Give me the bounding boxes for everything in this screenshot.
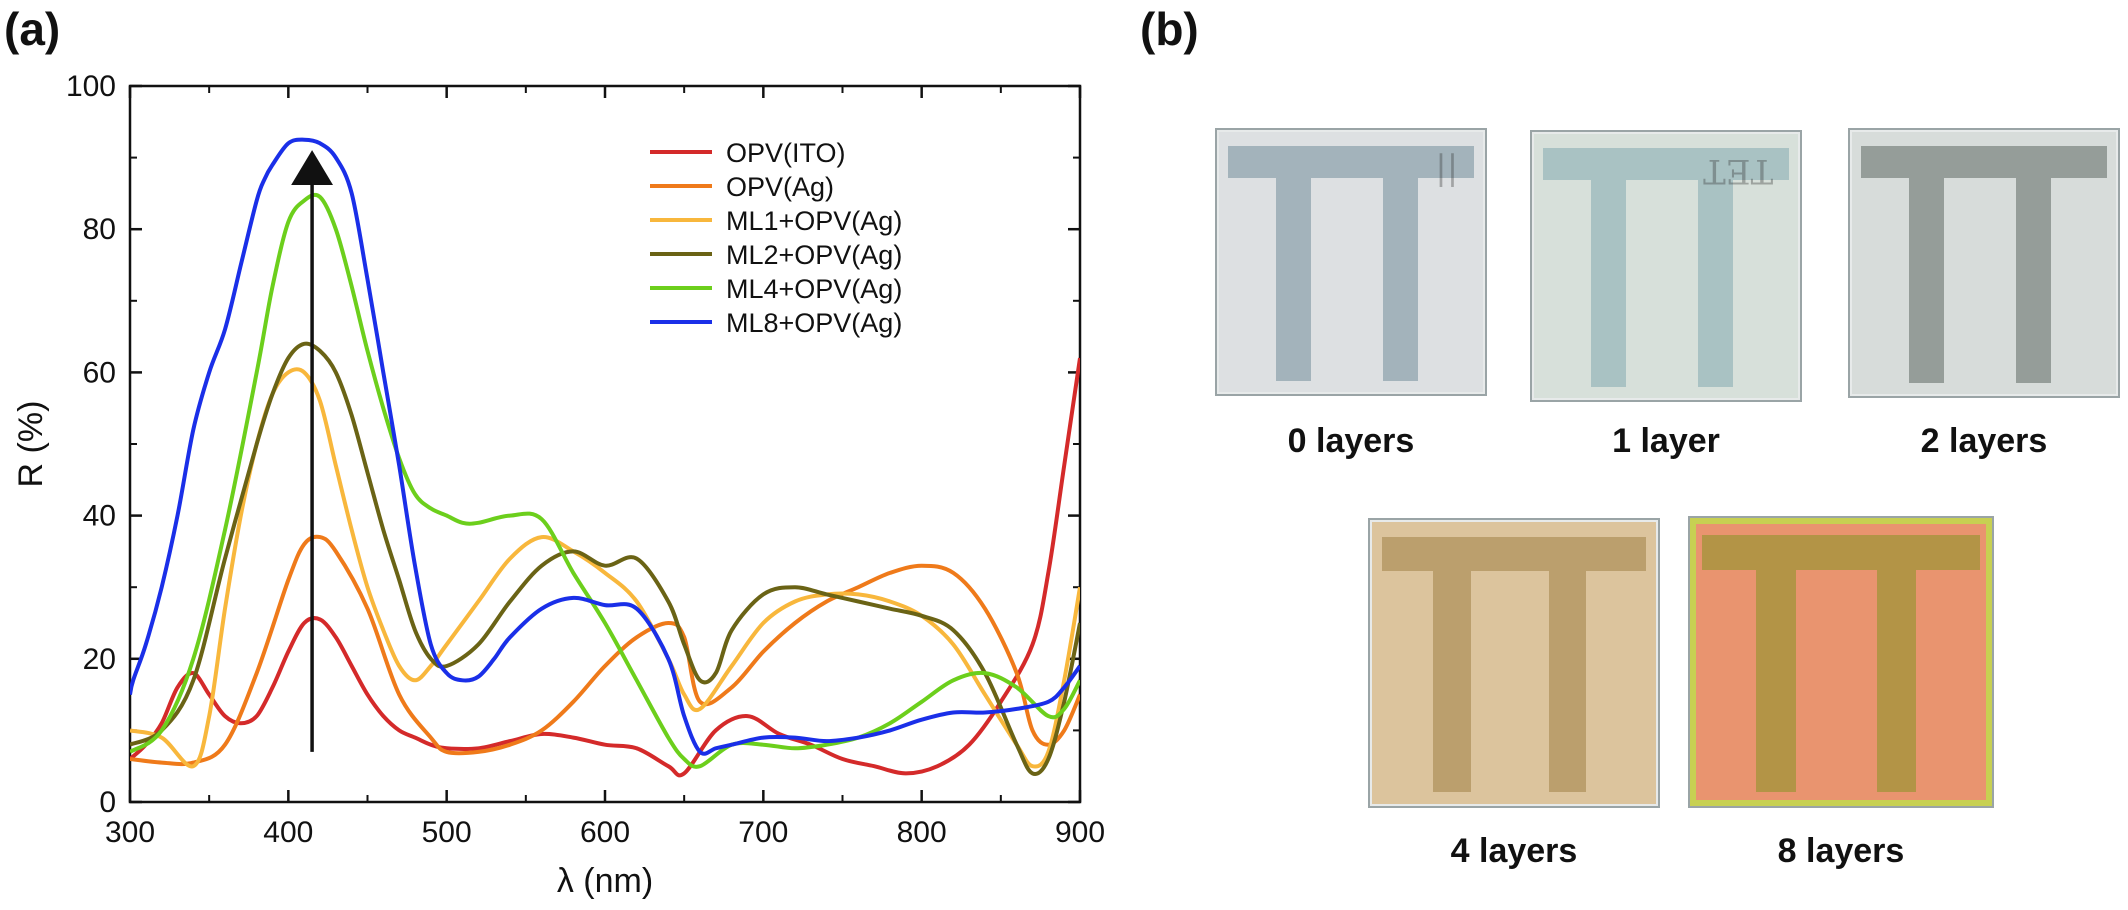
y-tick-label: 20 [83, 643, 116, 676]
legend-label: ML4+OPV(Ag) [726, 274, 902, 304]
electrode-right-bar [1548, 537, 1586, 792]
electrode-right-bar [1383, 145, 1418, 381]
sample-caption-8: 8 layers [1777, 832, 1905, 870]
series-line-4 [130, 192, 1080, 769]
sample-photo-1-layer: TET [1530, 130, 1802, 402]
panel-label-a: (a) [4, 3, 61, 55]
electrode-right-bar [1698, 148, 1733, 387]
electrode-left-bar [1275, 145, 1311, 381]
sample-caption-2: 2 layers [1920, 422, 2048, 460]
x-tick-label: 300 [105, 816, 155, 849]
legend-label: ML8+OPV(Ag) [726, 308, 902, 338]
sample-photo-0-layers: || [1215, 128, 1487, 396]
y-tick-label: 40 [83, 500, 116, 533]
electrode-right-bar [2016, 145, 2051, 383]
x-tick-label: 900 [1055, 816, 1105, 849]
plot-frame [128, 84, 1082, 804]
y-tick-label: 60 [83, 356, 116, 389]
sample-scribble: || [1435, 148, 1459, 189]
x-tick-label: 600 [580, 816, 630, 849]
legend-label: OPV(Ag) [726, 172, 834, 202]
x-tick-label: 800 [897, 816, 947, 849]
legend-label: OPV(ITO) [726, 138, 846, 168]
y-tick-label: 0 [99, 786, 116, 819]
sample-caption-4: 4 layers [1450, 832, 1578, 870]
sample-caption-0: 0 layers [1287, 422, 1415, 460]
electrode-left-bar [1433, 537, 1471, 792]
sample-photo-2-layers [1848, 128, 2120, 398]
series-line-5 [130, 137, 1080, 756]
y-tick-label: 80 [83, 213, 116, 246]
electrode-left-bar [1590, 148, 1626, 387]
electrode-top-bar [1381, 537, 1647, 572]
legend-label: ML2+OPV(Ag) [726, 240, 902, 270]
series-line-1 [130, 534, 1080, 767]
series-line-0 [130, 357, 1080, 778]
electrode-top-bar [1542, 148, 1790, 181]
electrode-top-bar [1227, 145, 1475, 178]
sample-photo-4-layers [1368, 518, 1660, 808]
reflectance-chart: 300 400 500 600 700 800 900 0 20 40 60 80 100 λ (nm) R… [12, 70, 1105, 900]
sample-photo-8-layers [1688, 516, 1994, 808]
y-axis-label: R (%) [12, 401, 50, 488]
electrode-top-bar [1860, 145, 2108, 178]
sample-caption-1: 1 layer [1612, 422, 1720, 460]
panel-label-b: (b) [1140, 3, 1199, 55]
x-tick-label: 500 [422, 816, 472, 849]
series-line-3 [130, 341, 1080, 776]
electrode-left-bar [1756, 535, 1796, 792]
legend-label: ML1+OPV(Ag) [726, 206, 902, 236]
x-axis-label: λ (nm) [557, 862, 653, 900]
x-tick-label: 400 [263, 816, 313, 849]
electrode-left-bar [1908, 145, 1944, 383]
electrode-right-bar [1877, 535, 1917, 792]
y-tick-label: 100 [66, 70, 116, 103]
sample-scribble: TET [1703, 150, 1774, 191]
series-group [130, 137, 1080, 778]
electrode-top-bar [1702, 535, 1980, 570]
x-tick-label: 700 [738, 816, 788, 849]
